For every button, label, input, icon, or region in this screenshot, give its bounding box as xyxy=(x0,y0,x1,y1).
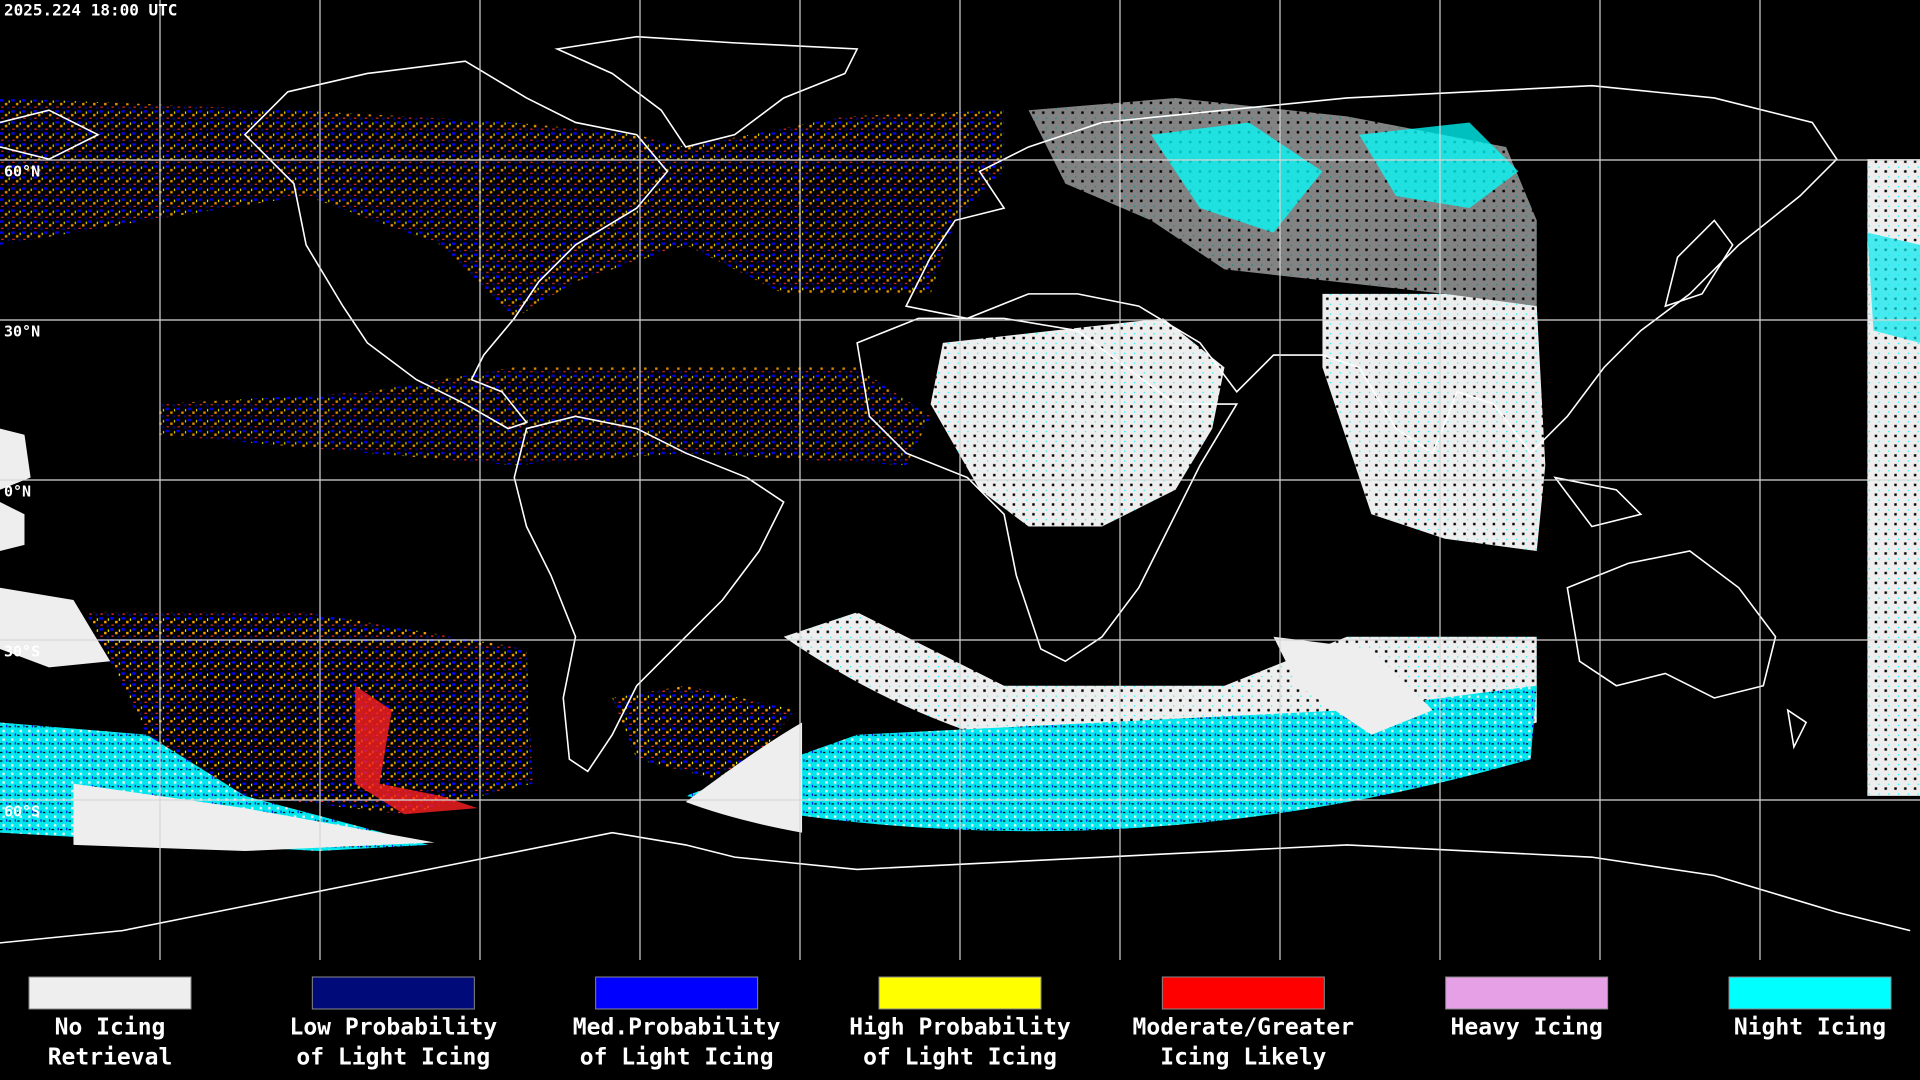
graticule xyxy=(0,0,1920,960)
latitude-labels: 60°N 30°N 0°N 30°S 60°S xyxy=(4,163,40,821)
legend-label: Med.Probability xyxy=(573,1015,781,1041)
latitude-label: 30°N xyxy=(4,323,40,341)
latitude-label: 60°N xyxy=(4,163,40,181)
timestamp: 2025.224 18:00 UTC xyxy=(4,1,177,20)
legend-label: Heavy Icing xyxy=(1451,1015,1603,1041)
legend-label: of Light Icing xyxy=(863,1045,1057,1071)
legend-swatch xyxy=(1161,976,1325,1010)
latitude-label: 0°N xyxy=(4,483,31,501)
legend-label: Low Probability xyxy=(289,1015,497,1041)
map-imagery xyxy=(0,35,1920,944)
legend-swatch xyxy=(1728,976,1892,1010)
legend-swatch xyxy=(28,976,192,1010)
legend-label: High Probability xyxy=(849,1015,1071,1041)
legend-swatch xyxy=(878,976,1042,1010)
coastlines xyxy=(0,35,1911,944)
legend-label: Icing Likely xyxy=(1160,1045,1326,1071)
legend-swatch xyxy=(1445,976,1609,1010)
latitude-label: 60°S xyxy=(4,803,40,821)
legend-label: of Light Icing xyxy=(296,1045,490,1071)
latitude-label: 30°S xyxy=(4,643,40,661)
legend-label: Retrieval xyxy=(48,1045,173,1071)
legend-label: No Icing xyxy=(55,1015,166,1041)
legend-swatch xyxy=(595,976,759,1010)
legend-label: Moderate/Greater xyxy=(1133,1015,1355,1041)
legend-label: Night Icing xyxy=(1734,1015,1886,1041)
legend: No Icing Retrieval Low Probability of Light… xyxy=(28,976,1892,1071)
legend-label: of Light Icing xyxy=(580,1045,774,1071)
legend-swatch xyxy=(311,976,475,1010)
